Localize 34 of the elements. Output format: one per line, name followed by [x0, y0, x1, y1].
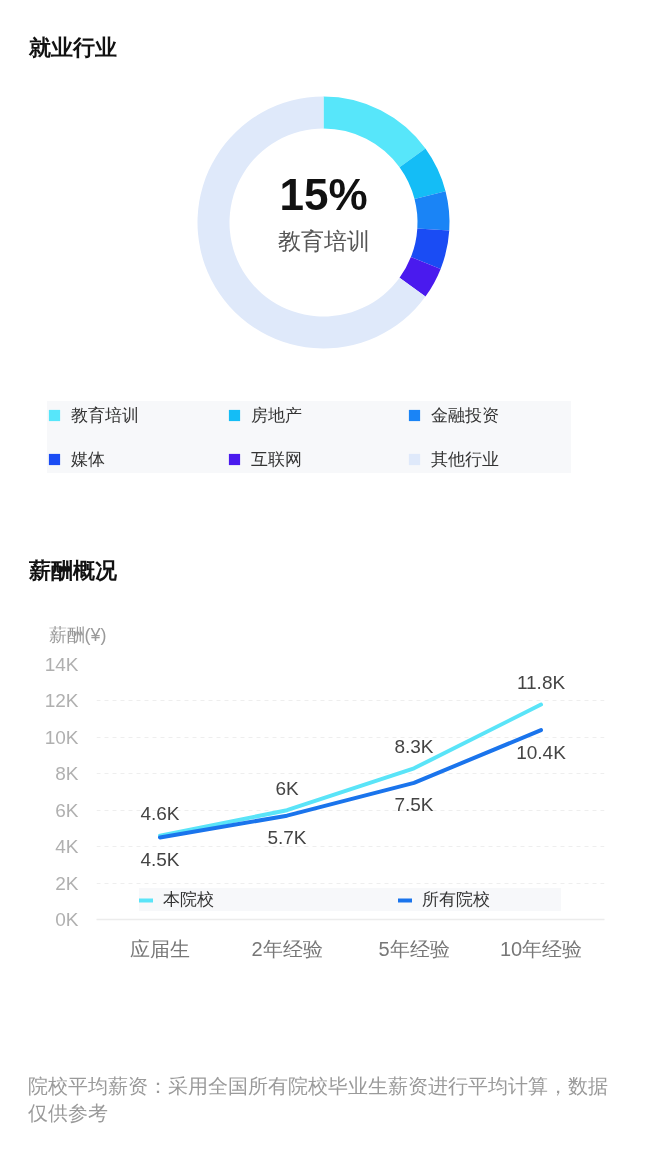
- data-label: 11.8K: [516, 672, 566, 694]
- data-label: 4.5K: [140, 849, 180, 871]
- y-tick-label: 14K: [44, 654, 79, 675]
- legend-label: 所有院校: [422, 889, 491, 911]
- legend-label: 金融投资: [431, 404, 500, 427]
- data-label: 8.3K: [394, 735, 434, 757]
- y-tick-label: 6K: [55, 799, 79, 821]
- x-tick-label: 10年经验: [499, 937, 583, 960]
- y-axis-title: 薪酬(¥): [48, 625, 107, 645]
- chart-title: 薪酬概况: [27, 558, 118, 583]
- x-tick-label: 5年经验: [378, 937, 450, 960]
- legend-label: 互联网: [251, 448, 303, 471]
- text: 15%: [279, 170, 368, 219]
- y-tick-label: 0K: [55, 909, 79, 930]
- data-label: 5.7K: [267, 827, 307, 849]
- legend-label: 其他行业: [431, 448, 500, 471]
- legend-label: 教育培训: [71, 404, 140, 427]
- x-tick-label: 2年经验: [251, 937, 323, 960]
- legend-label: 本院校: [163, 889, 215, 911]
- data-label: 10.4K: [516, 741, 567, 763]
- legend-label: 媒体: [71, 448, 106, 471]
- y-tick-label: 4K: [55, 836, 79, 858]
- y-tick-label: 2K: [55, 872, 79, 894]
- y-tick-label: 12K: [44, 690, 79, 712]
- y-tick-label: 10K: [44, 726, 79, 748]
- data-label: 7.5K: [394, 794, 434, 816]
- data-label: 6K: [275, 777, 299, 799]
- text: 教育培训: [277, 227, 370, 254]
- chart-title: 就业行业: [27, 34, 117, 60]
- y-tick-label: 8K: [55, 763, 79, 785]
- text: 院校平均薪资：采用全国所有院校毕业生薪资进行平均计算，数据仅供参考: [28, 1074, 609, 1126]
- legend-label: 房地产: [251, 404, 303, 427]
- data-label: 4.6K: [140, 803, 180, 825]
- x-tick-label: 应届生: [130, 937, 190, 960]
